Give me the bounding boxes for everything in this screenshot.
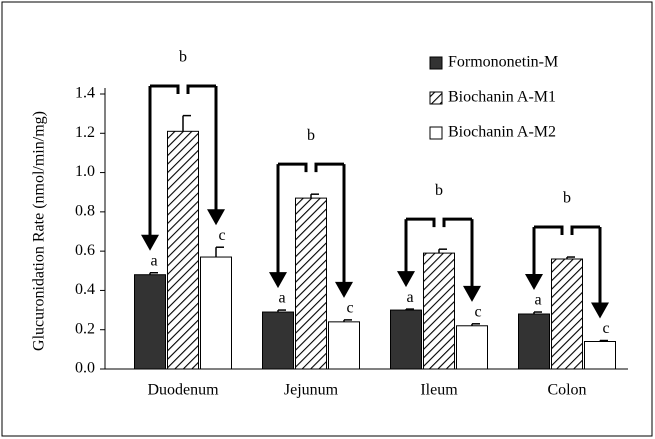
arrow-head (591, 302, 609, 319)
bar (456, 325, 488, 370)
letter: c (346, 300, 353, 317)
letter: c (218, 227, 225, 244)
bar (167, 130, 199, 370)
legend-label: Formononetin-M (448, 54, 558, 71)
letter: a (150, 252, 157, 269)
y-tick-label: 0.0 (75, 360, 95, 377)
letter: b (307, 127, 315, 144)
bracket (278, 162, 308, 173)
bar (262, 311, 294, 370)
x-tick-label: Colon (547, 382, 586, 399)
x-tick-label: Ileum (420, 382, 458, 399)
legend-swatch (429, 91, 443, 105)
legend-label: Biochanin A-M1 (448, 89, 556, 106)
arrow-head (335, 281, 353, 298)
legend-label: Biochanin A-M2 (448, 124, 556, 141)
arrow-head (141, 234, 159, 251)
y-tick-label: 1.4 (75, 85, 95, 102)
bracket (406, 217, 436, 228)
letter: b (563, 190, 571, 207)
bracket (442, 217, 472, 228)
y-tick-label: 0.8 (75, 203, 95, 220)
bracket (314, 162, 344, 173)
y-tick-label: 1.2 (75, 124, 95, 141)
bar (518, 313, 550, 370)
legend-swatch (429, 126, 443, 140)
bar (584, 341, 616, 370)
letter: a (534, 292, 541, 309)
letter: a (406, 289, 413, 306)
bracket (150, 84, 180, 94)
bar (390, 309, 422, 370)
x-tick-label: Duodenum (147, 382, 219, 399)
bar (200, 256, 232, 370)
y-tick-label: 0.2 (75, 320, 95, 337)
bar (295, 197, 327, 370)
arrow-head (269, 272, 287, 289)
letter: a (278, 290, 285, 307)
y-tick-label: 0.6 (75, 242, 95, 259)
bracket (186, 84, 216, 94)
bar (328, 321, 360, 370)
x-tick-label: Jejunum (284, 382, 339, 399)
legend-swatch (429, 56, 443, 70)
letter: b (435, 182, 443, 199)
arrow-head (463, 285, 481, 302)
arrow-head (397, 271, 415, 288)
y-tick-label: 0.4 (75, 281, 95, 298)
letter: c (602, 320, 609, 337)
bar (134, 274, 166, 370)
bracket (570, 225, 600, 236)
letter: c (474, 303, 481, 320)
letter: b (179, 49, 187, 66)
y-axis-label: Glucuronidation Rate (nmol/min/mg) (31, 111, 48, 351)
bar (423, 252, 455, 370)
bracket (534, 225, 564, 236)
y-tick-label: 1.0 (75, 163, 95, 180)
arrow-head (207, 209, 225, 226)
bar (551, 258, 583, 370)
arrow-head (525, 274, 543, 291)
